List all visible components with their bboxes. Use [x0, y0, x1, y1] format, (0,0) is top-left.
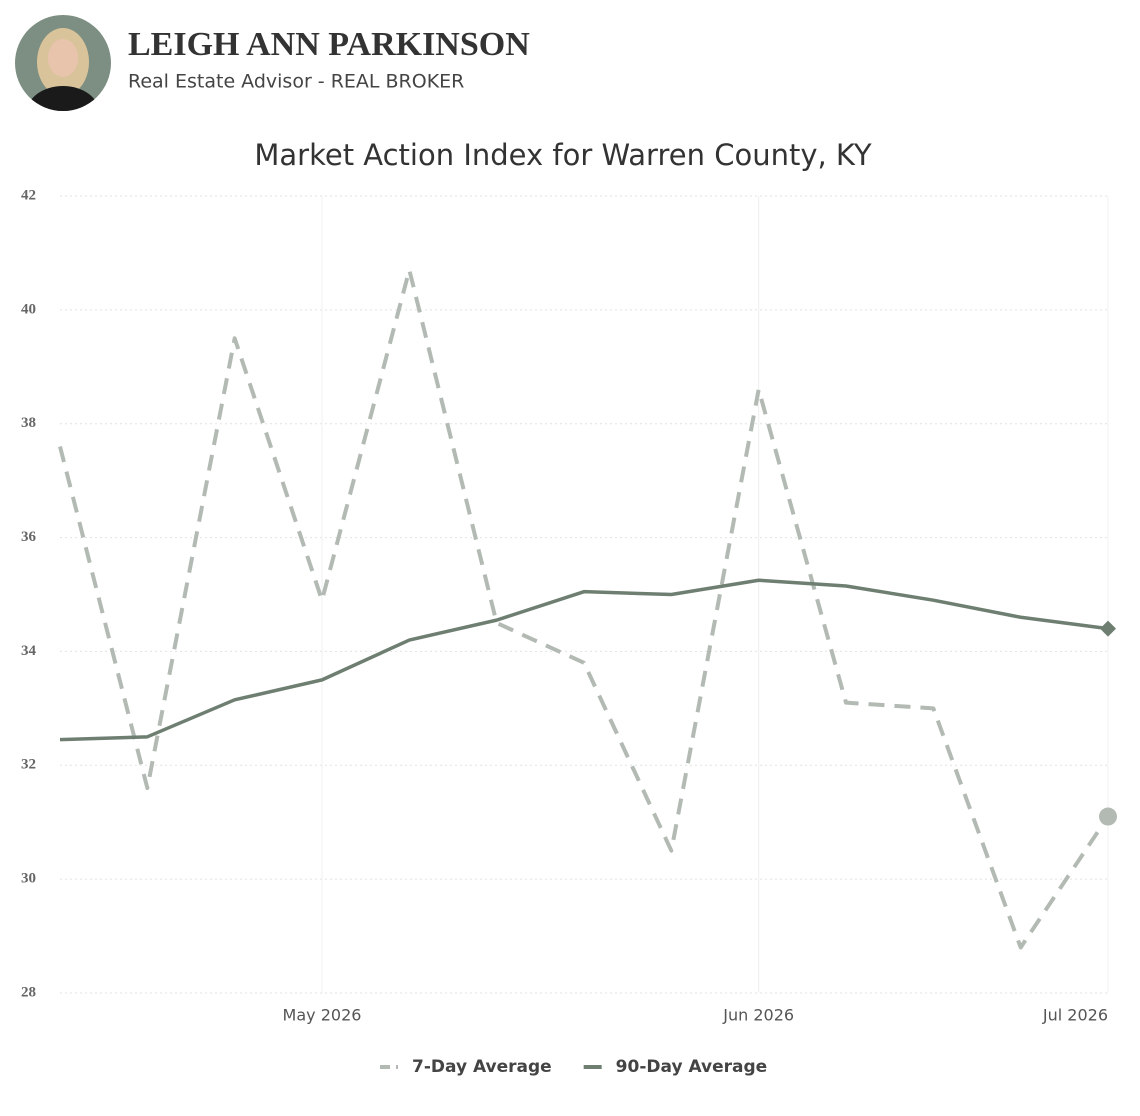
line: [58, 268, 1110, 950]
y-tick-label: 40: [21, 301, 36, 317]
y-tick-label: 30: [21, 871, 36, 887]
legend-label: 7-Day Average: [412, 1057, 552, 1077]
avatar: [15, 15, 111, 111]
y-tick-label: 32: [21, 757, 36, 773]
y-tick-label: 34: [21, 643, 37, 659]
y-tick-label: 28: [21, 984, 36, 1000]
line: [59, 578, 1109, 742]
end-marker: [1099, 807, 1117, 826]
chart-title: Market Action Index for Warren County, K…: [254, 138, 872, 172]
y-tick-label: 36: [21, 529, 37, 545]
x-tick-label: May 2026: [283, 1006, 362, 1025]
end-marker: [1100, 620, 1116, 637]
x-tick-label: Jul 2026: [1042, 1006, 1108, 1025]
x-tick-label: Jun 2026: [722, 1006, 794, 1025]
y-tick-label: 38: [21, 415, 36, 431]
y-tick-label: 42: [21, 187, 36, 203]
legend-label: 90-Day Average: [616, 1057, 768, 1077]
name: LEIGH ANN PARKINSON: [128, 26, 530, 63]
subtitle: Real Estate Advisor - REAL BROKER: [128, 71, 464, 93]
